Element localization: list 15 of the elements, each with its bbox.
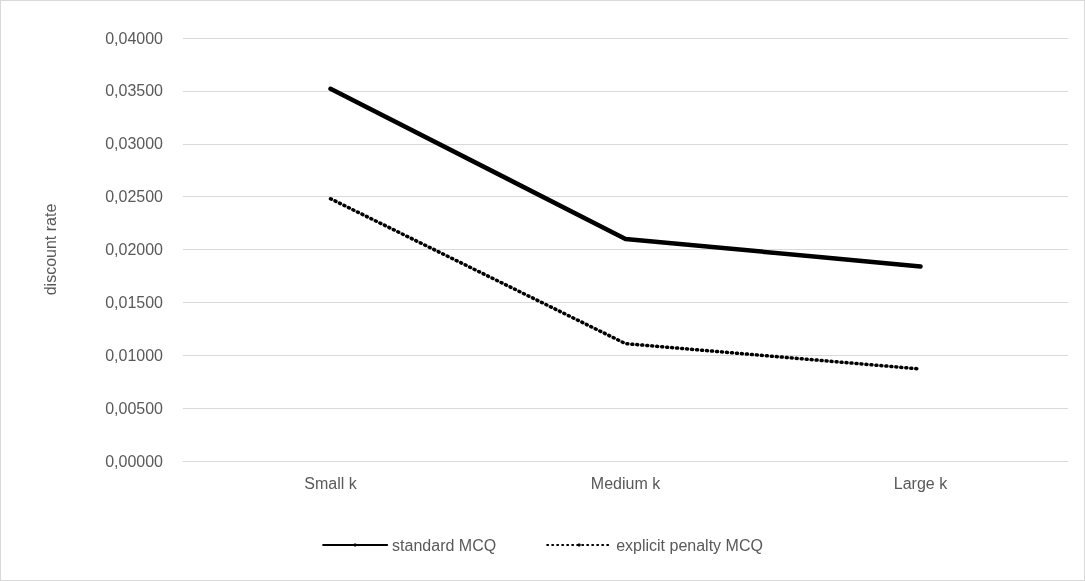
y-tick-label: 0,01500 [105, 293, 164, 311]
y-tick-label: 0,00500 [105, 399, 164, 417]
y-tick-label: 0,03000 [105, 135, 164, 153]
y-axis-title: discount rate [41, 203, 59, 296]
y-tick-label: 0,01000 [105, 346, 164, 364]
y-tick-label: 0,04000 [105, 29, 164, 47]
x-tick-label: Small k [304, 474, 358, 492]
legend-label: explicit penalty MCQ [616, 536, 763, 554]
y-tick-label: 0,03500 [105, 82, 164, 100]
legend-label: standard MCQ [392, 536, 497, 554]
y-tick-label: 0,02000 [105, 241, 164, 258]
y-tick-label: 0,02500 [105, 188, 164, 206]
y-tick-label: 0,00000 [105, 452, 164, 470]
x-tick-label: Medium k [590, 474, 662, 492]
x-tick-label: Large k [893, 474, 949, 492]
